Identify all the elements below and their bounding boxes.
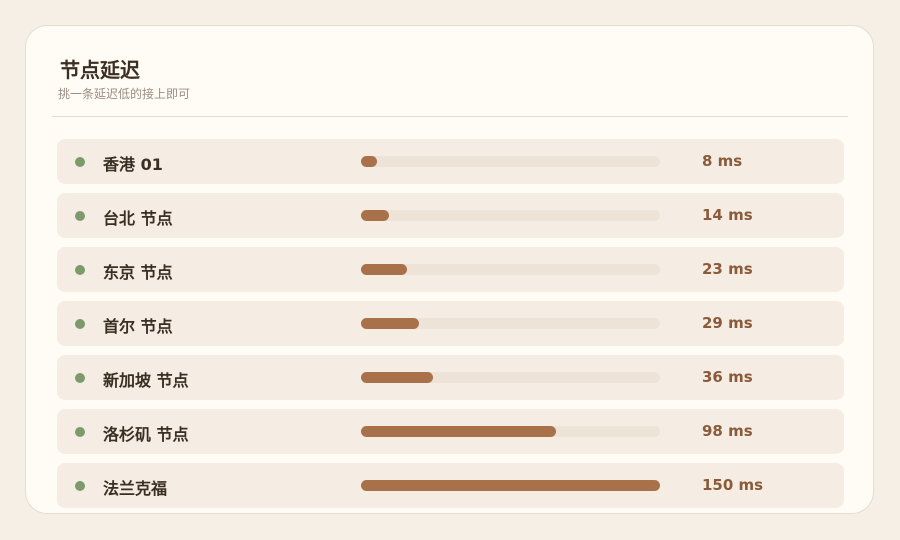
latency-bar bbox=[361, 210, 389, 221]
status-dot bbox=[75, 319, 85, 329]
latency-track bbox=[361, 210, 660, 221]
node-name: 东京 节点 bbox=[103, 263, 173, 282]
node-row[interactable]: 首尔 节点 29 ms bbox=[57, 301, 844, 346]
latency-track bbox=[361, 318, 660, 329]
latency-bar bbox=[361, 264, 407, 275]
status-dot bbox=[75, 211, 85, 221]
latency-label: 36 ms bbox=[702, 368, 753, 386]
node-name: 香港 01 bbox=[103, 155, 163, 174]
latency-label: 8 ms bbox=[702, 152, 743, 170]
latency-label: 150 ms bbox=[702, 476, 764, 494]
node-row[interactable]: 洛杉矶 节点 98 ms bbox=[57, 409, 844, 454]
node-name: 洛杉矶 节点 bbox=[103, 425, 189, 444]
latency-label: 23 ms bbox=[702, 260, 753, 278]
latency-track bbox=[361, 264, 660, 275]
status-dot bbox=[75, 265, 85, 275]
latency-track bbox=[361, 156, 660, 167]
latency-bar bbox=[361, 426, 557, 437]
latency-bar bbox=[361, 372, 433, 383]
latency-track bbox=[361, 372, 660, 383]
status-dot bbox=[75, 373, 85, 383]
status-dot bbox=[75, 157, 85, 167]
latency-bar bbox=[361, 156, 377, 167]
latency-track bbox=[361, 426, 660, 437]
node-name: 法兰克福 bbox=[103, 479, 168, 498]
node-row[interactable]: 香港 01 8 ms bbox=[57, 139, 844, 184]
latency-bar bbox=[361, 318, 419, 329]
subtitle: 挑一条延迟低的接上即可 bbox=[58, 87, 191, 101]
latency-label: 29 ms bbox=[702, 314, 753, 332]
status-dot bbox=[75, 481, 85, 491]
node-name: 新加坡 节点 bbox=[103, 371, 189, 390]
status-dot bbox=[75, 427, 85, 437]
latency-bar bbox=[361, 480, 660, 491]
title: 节点延迟 bbox=[60, 58, 140, 82]
divider bbox=[52, 116, 848, 117]
node-row[interactable]: 法兰克福 150 ms bbox=[57, 463, 844, 508]
latency-label: 98 ms bbox=[702, 422, 753, 440]
node-row[interactable]: 新加坡 节点 36 ms bbox=[57, 355, 844, 400]
node-name: 台北 节点 bbox=[103, 209, 173, 228]
latency-track bbox=[361, 480, 660, 491]
node-row[interactable]: 东京 节点 23 ms bbox=[57, 247, 844, 292]
node-row[interactable]: 台北 节点 14 ms bbox=[57, 193, 844, 238]
node-name: 首尔 节点 bbox=[103, 317, 173, 336]
latency-label: 14 ms bbox=[702, 206, 753, 224]
